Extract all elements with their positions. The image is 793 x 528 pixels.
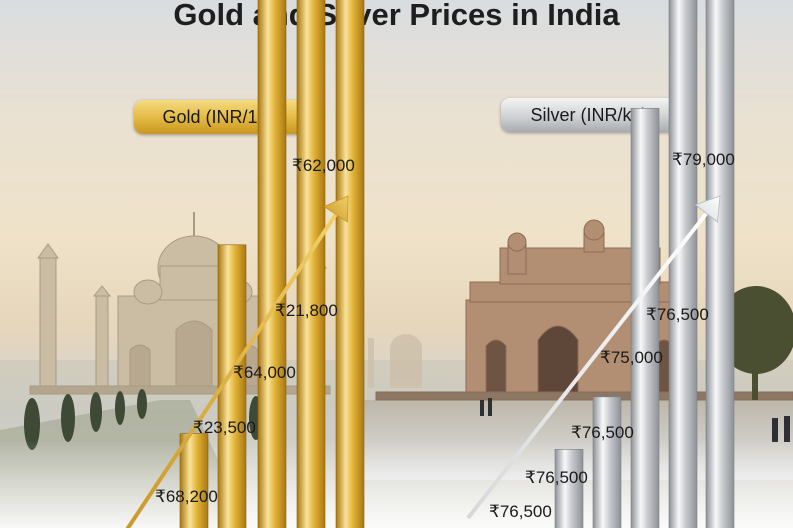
silver-chart: ₹76,500 ₹76,500 ₹76,500 ₹75,000 ₹76,500 ₹79,0… bbox=[466, 0, 735, 528]
silver-trend-arrowhead bbox=[694, 195, 721, 223]
gold-bar bbox=[335, 0, 365, 528]
distant-domes bbox=[368, 334, 422, 388]
gold-chart: ₹68,200 ₹23,500 ₹64,000 ₹21,800 ₹62,000 bbox=[125, 0, 365, 528]
silver-bar bbox=[554, 449, 584, 528]
silver-data-label: ₹76,500 bbox=[646, 305, 709, 324]
silver-trend-line bbox=[466, 212, 709, 520]
silver-bar bbox=[630, 108, 660, 528]
silver-bar bbox=[668, 0, 698, 528]
gold-data-label: ₹68,200 bbox=[155, 487, 218, 506]
people-silhouettes bbox=[480, 398, 790, 442]
gold-bar bbox=[179, 433, 209, 528]
gold-data-label: ₹64,000 bbox=[233, 363, 296, 382]
right-trees bbox=[716, 286, 793, 400]
silver-data-label: ₹76,500 bbox=[525, 468, 588, 487]
silver-bar bbox=[705, 0, 735, 528]
gold-trend-arrowhead bbox=[323, 195, 349, 223]
gold-bar bbox=[257, 0, 287, 528]
silver-data-label: ₹75,000 bbox=[600, 348, 663, 367]
silver-data-label: ₹76,500 bbox=[571, 423, 634, 442]
page-title: Gold and Silver Prices in India bbox=[173, 0, 620, 32]
gold-data-label: ₹23,500 bbox=[193, 418, 256, 437]
silver-data-label: ₹76,500 bbox=[489, 502, 552, 521]
gold-data-label: ₹21,800 bbox=[275, 301, 338, 320]
gold-data-label: ₹62,000 bbox=[292, 156, 355, 175]
silver-data-label: ₹79,000 bbox=[672, 150, 735, 169]
silver-bar bbox=[592, 396, 622, 528]
gold-trend-line bbox=[125, 213, 338, 528]
